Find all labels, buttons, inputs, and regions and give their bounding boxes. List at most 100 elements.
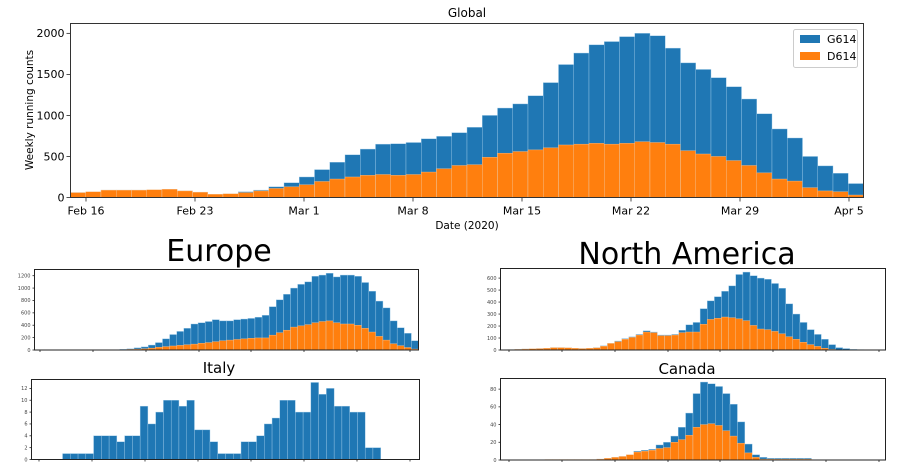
bar-d614 xyxy=(131,189,147,198)
bar xyxy=(326,388,335,460)
bar-d614 xyxy=(728,317,736,351)
bar xyxy=(147,423,156,460)
bar-d614 xyxy=(657,335,665,351)
bar xyxy=(271,417,281,460)
bar-d614 xyxy=(670,442,679,461)
bar-d614 xyxy=(737,442,746,461)
bar-d614 xyxy=(600,345,608,351)
bar xyxy=(170,400,180,460)
bar-d614 xyxy=(360,175,376,198)
bar-d614 xyxy=(283,329,291,351)
bar-d614 xyxy=(618,456,627,461)
bar-d614 xyxy=(340,323,348,351)
bar xyxy=(357,411,366,460)
bar-d614 xyxy=(700,424,709,461)
bar xyxy=(264,423,273,460)
bar xyxy=(302,411,312,460)
bar-d614 xyxy=(240,338,249,351)
canada-chart: Canada 0 20 40 60 80 xyxy=(490,360,886,464)
bar xyxy=(248,441,257,460)
bar xyxy=(163,400,172,460)
bar xyxy=(124,435,133,460)
bar-d614 xyxy=(792,339,801,351)
x-tick-label: Feb 23 xyxy=(177,205,214,218)
bar xyxy=(194,429,203,460)
bar-d614 xyxy=(222,193,239,198)
y-tick-label: 100 xyxy=(487,336,497,342)
legend-label-g614: G614 xyxy=(827,33,857,46)
y-tick-label: 1000 xyxy=(37,109,65,122)
bar-d614 xyxy=(451,165,468,198)
bar xyxy=(70,453,79,460)
north-america-title: North America xyxy=(578,237,795,272)
bar xyxy=(186,400,195,460)
y-tick-label: 10 xyxy=(21,398,27,404)
bar-d614 xyxy=(619,143,635,198)
x-tick-label: Apr 5 xyxy=(834,205,864,218)
bar xyxy=(341,405,350,460)
bar-d614 xyxy=(290,326,298,351)
bar-d614 xyxy=(268,334,277,351)
bar-d614 xyxy=(390,175,407,198)
bar-d614 xyxy=(70,192,86,198)
bar xyxy=(240,441,249,460)
y-tick-label: 500 xyxy=(44,150,65,163)
bar xyxy=(256,435,265,460)
bar-d614 xyxy=(817,190,834,198)
bar xyxy=(202,429,211,460)
italy-chart: Italy 0 2 4 6 8 10 12 xyxy=(21,359,420,463)
bar-d614 xyxy=(799,342,808,351)
bar-d614 xyxy=(219,340,227,351)
europe-chart: Europe 0 200 400 600 800 1000 1200 xyxy=(18,234,419,354)
bar-d614 xyxy=(665,143,681,198)
bar-d614 xyxy=(806,344,815,351)
global-xlabel: Date (2020) xyxy=(435,220,498,232)
bar-d614 xyxy=(146,189,163,198)
bar-d614 xyxy=(744,452,753,461)
bar-d614 xyxy=(169,345,177,351)
bar xyxy=(178,405,187,460)
bar-d614 xyxy=(677,439,686,461)
bar-d614 xyxy=(497,152,513,198)
bar-d614 xyxy=(648,450,657,461)
bar xyxy=(116,441,125,460)
y-tick-label: 0 xyxy=(27,348,30,354)
bar-d614 xyxy=(607,343,615,351)
y-tick-label: 6 xyxy=(24,422,27,428)
global-x-ticks: Feb 16 Feb 23 Mar 1 Mar 8 Mar 15 Mar 22 Mar 29… xyxy=(68,197,864,218)
bar-d614 xyxy=(785,336,794,351)
bar-d614 xyxy=(375,174,391,198)
bar xyxy=(85,453,94,460)
x-tick-label: Mar 15 xyxy=(503,205,541,218)
bar-d614 xyxy=(655,448,664,461)
y-tick-label: 400 xyxy=(21,323,31,329)
bar-d614 xyxy=(635,334,644,351)
bar-d614 xyxy=(361,328,369,351)
x-tick-label: Mar 8 xyxy=(397,205,428,218)
bar-d614 xyxy=(802,187,818,198)
bar-d614 xyxy=(634,141,651,198)
bar-d614 xyxy=(650,332,658,351)
bar-d614 xyxy=(325,320,334,351)
bar-d614 xyxy=(405,174,422,198)
legend: G614 D614 xyxy=(793,29,858,68)
bar-d614 xyxy=(85,191,102,198)
bar-d614 xyxy=(375,336,384,351)
europe-bars xyxy=(112,273,419,351)
bar-d614 xyxy=(527,149,544,198)
bar xyxy=(108,435,118,460)
bar-d614 xyxy=(311,322,320,351)
y-tick-label: 400 xyxy=(487,300,497,306)
bar xyxy=(364,447,374,460)
bar-d614 xyxy=(354,325,362,351)
bar-d614 xyxy=(197,342,206,351)
y-tick-label: 600 xyxy=(487,276,497,282)
bar xyxy=(287,400,296,460)
y-tick-label: 600 xyxy=(21,311,31,317)
bar-d614 xyxy=(176,345,185,351)
bar xyxy=(62,453,71,460)
bar-d614 xyxy=(482,157,498,198)
bar-d614 xyxy=(680,150,696,198)
bar-d614 xyxy=(726,160,742,198)
x-tick-label: Feb 16 xyxy=(68,205,105,218)
